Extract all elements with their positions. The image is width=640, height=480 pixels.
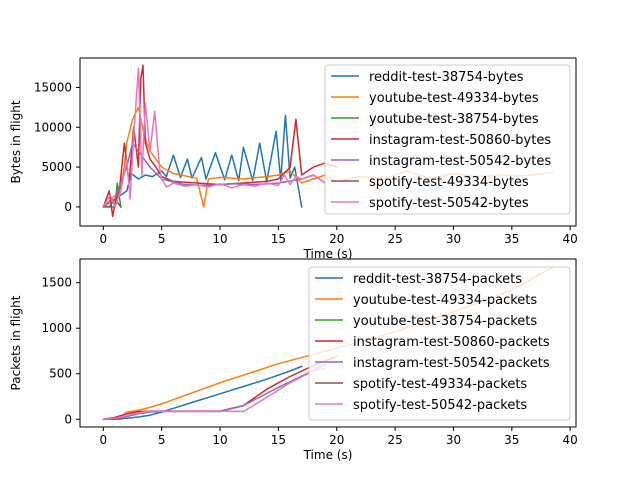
x-tick-label: 10 xyxy=(212,232,227,246)
y-tick-label: 0 xyxy=(64,412,72,426)
x-tick-label: 30 xyxy=(446,232,461,246)
y-axis-label: Bytes in flight xyxy=(9,100,23,183)
x-axis-label: Time (s) xyxy=(303,448,353,462)
series-line-0 xyxy=(102,365,303,421)
x-tick-label: 35 xyxy=(504,433,519,447)
axes-frame xyxy=(79,258,577,428)
axes-frame xyxy=(79,57,577,227)
x-tick-label: 10 xyxy=(212,433,227,447)
x-tick-label: 30 xyxy=(446,433,461,447)
x-tick-label: 5 xyxy=(158,433,166,447)
legend-label: instagram-test-50542-bytes xyxy=(369,154,551,169)
series-line-5 xyxy=(102,198,122,208)
x-tick-label: 5 xyxy=(158,232,166,246)
x-tick-label: 25 xyxy=(387,232,402,246)
legend-label: youtube-test-38754-packets xyxy=(353,314,537,329)
y-tick-label: 10000 xyxy=(34,120,72,134)
packets-chart-panel: 0 5 10 15 20 25 30 35 40 0 500 1000 1500 Time (s) Pack… xyxy=(9,258,578,462)
legend-label: reddit-test-38754-bytes xyxy=(369,70,524,85)
x-tick-label: 20 xyxy=(329,433,344,447)
y-tick-label: 500 xyxy=(49,367,72,381)
series-line-6 xyxy=(102,367,326,421)
y-tick-label: 1000 xyxy=(41,321,72,335)
legend-label: youtube-test-38754-bytes xyxy=(369,112,539,127)
legend-label: youtube-test-49334-bytes xyxy=(369,91,539,106)
x-axis-label: Time (s) xyxy=(303,247,353,261)
x-tick-label: 0 xyxy=(100,232,108,246)
x-tick-label: 20 xyxy=(329,232,344,246)
y-axis-label: Packets in flight xyxy=(9,295,23,390)
legend-label: instagram-test-50860-bytes xyxy=(369,133,551,148)
series-line-0 xyxy=(102,114,303,208)
x-tick-label: 35 xyxy=(504,232,519,246)
series-line-6 xyxy=(102,67,327,208)
legend-label: instagram-test-50542-packets xyxy=(353,356,550,371)
x-tick-label: 0 xyxy=(100,433,108,447)
x-tick-label: 25 xyxy=(387,433,402,447)
x-tick-label: 40 xyxy=(563,232,578,246)
legend-label: instagram-test-50860-packets xyxy=(353,335,550,350)
legend-label: spotify-test-49334-packets xyxy=(353,377,527,392)
x-tick-label: 15 xyxy=(271,433,286,447)
legend-label: spotify-test-49334-bytes xyxy=(369,175,529,190)
x-tick-label: 15 xyxy=(271,232,286,246)
legend-label: reddit-test-38754-packets xyxy=(353,272,522,287)
x-tick-label: 40 xyxy=(563,433,578,447)
legend-label: spotify-test-50542-packets xyxy=(353,398,527,413)
legend: reddit-test-38754-packets youtube-test-49… xyxy=(308,266,571,421)
y-tick-label: 0 xyxy=(64,200,72,214)
bytes-chart-panel: 0 5 10 15 20 25 30 35 40 0 5000 10000 15000 Time (s) B… xyxy=(9,57,578,261)
y-tick-label: 5000 xyxy=(41,160,72,174)
y-tick-label: 1500 xyxy=(41,276,72,290)
y-tick-label: 15000 xyxy=(34,80,72,94)
legend-box xyxy=(308,266,571,421)
legend-label: youtube-test-49334-packets xyxy=(353,293,537,308)
legend-box xyxy=(324,64,571,215)
legend-label: spotify-test-50542-bytes xyxy=(369,196,529,211)
legend: reddit-test-38754-bytes youtube-test-4933… xyxy=(324,64,571,215)
series-line-3 xyxy=(102,64,338,218)
